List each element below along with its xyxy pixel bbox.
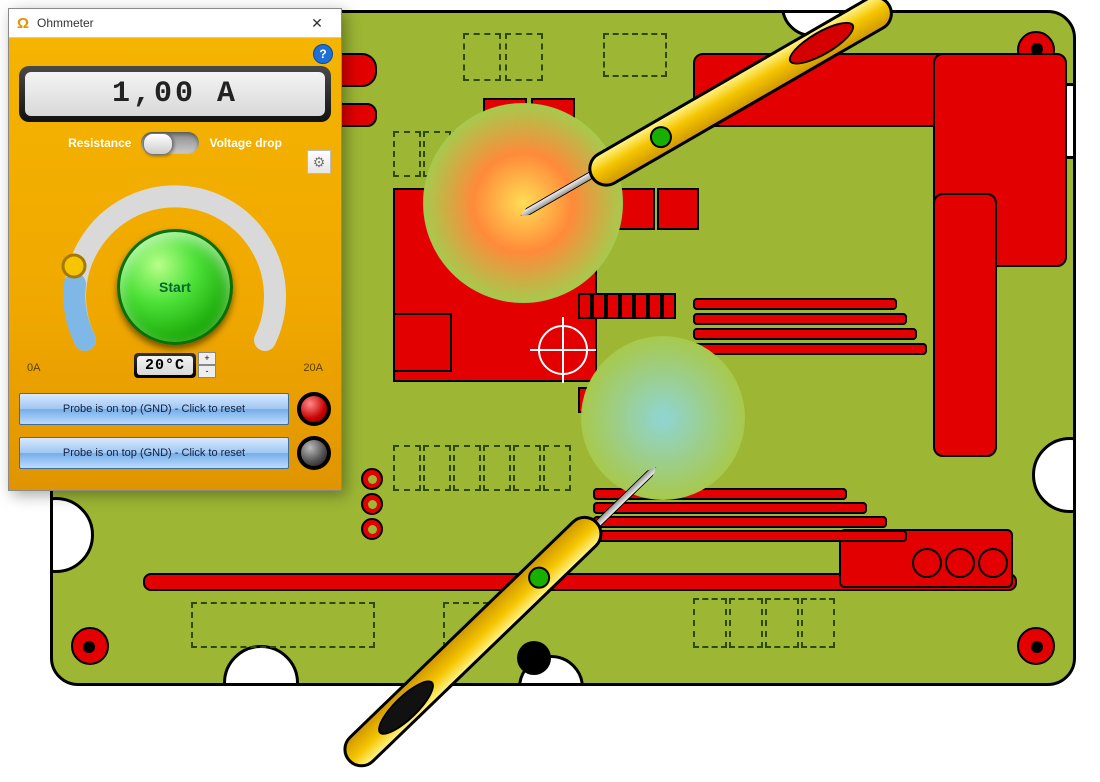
start-button[interactable]: Start — [117, 229, 233, 345]
dial-max-label: 20A — [303, 362, 323, 374]
window-title: Ohmmeter — [37, 16, 293, 30]
mode-label-voltagedrop: Voltage drop — [209, 136, 281, 150]
mode-label-resistance: Resistance — [68, 136, 131, 150]
temp-increment-button[interactable]: + — [198, 352, 216, 365]
meter-panel: ? 1,00 A Resistance Voltage drop ⚙ Start… — [9, 38, 341, 490]
temp-decrement-button[interactable]: - — [198, 365, 216, 378]
omega-icon: Ω — [15, 15, 31, 31]
probe2-reset-button[interactable]: Probe is on top (GND) - Click to reset — [19, 437, 289, 469]
temperature-display: 20°C — [137, 356, 193, 375]
dial-min-label: 0A — [27, 362, 40, 374]
probe1-reset-button[interactable]: Probe is on top (GND) - Click to reset — [19, 393, 289, 425]
crosshair-icon — [538, 325, 588, 375]
lcd-main: 1,00 A — [25, 72, 325, 116]
help-button[interactable]: ? — [313, 44, 333, 64]
probe2-led-icon — [297, 436, 331, 470]
lcd-frame: 1,00 A — [19, 66, 331, 122]
probe1-led-icon — [297, 392, 331, 426]
current-dial[interactable]: Start 0A 20A 20°C + - — [19, 164, 331, 374]
titlebar[interactable]: Ω Ohmmeter ✕ — [9, 9, 341, 38]
mode-switch[interactable] — [141, 132, 199, 154]
close-button[interactable]: ✕ — [299, 12, 335, 34]
ohmmeter-window: Ω Ohmmeter ✕ ? 1,00 A Resistance Voltage… — [8, 8, 342, 491]
